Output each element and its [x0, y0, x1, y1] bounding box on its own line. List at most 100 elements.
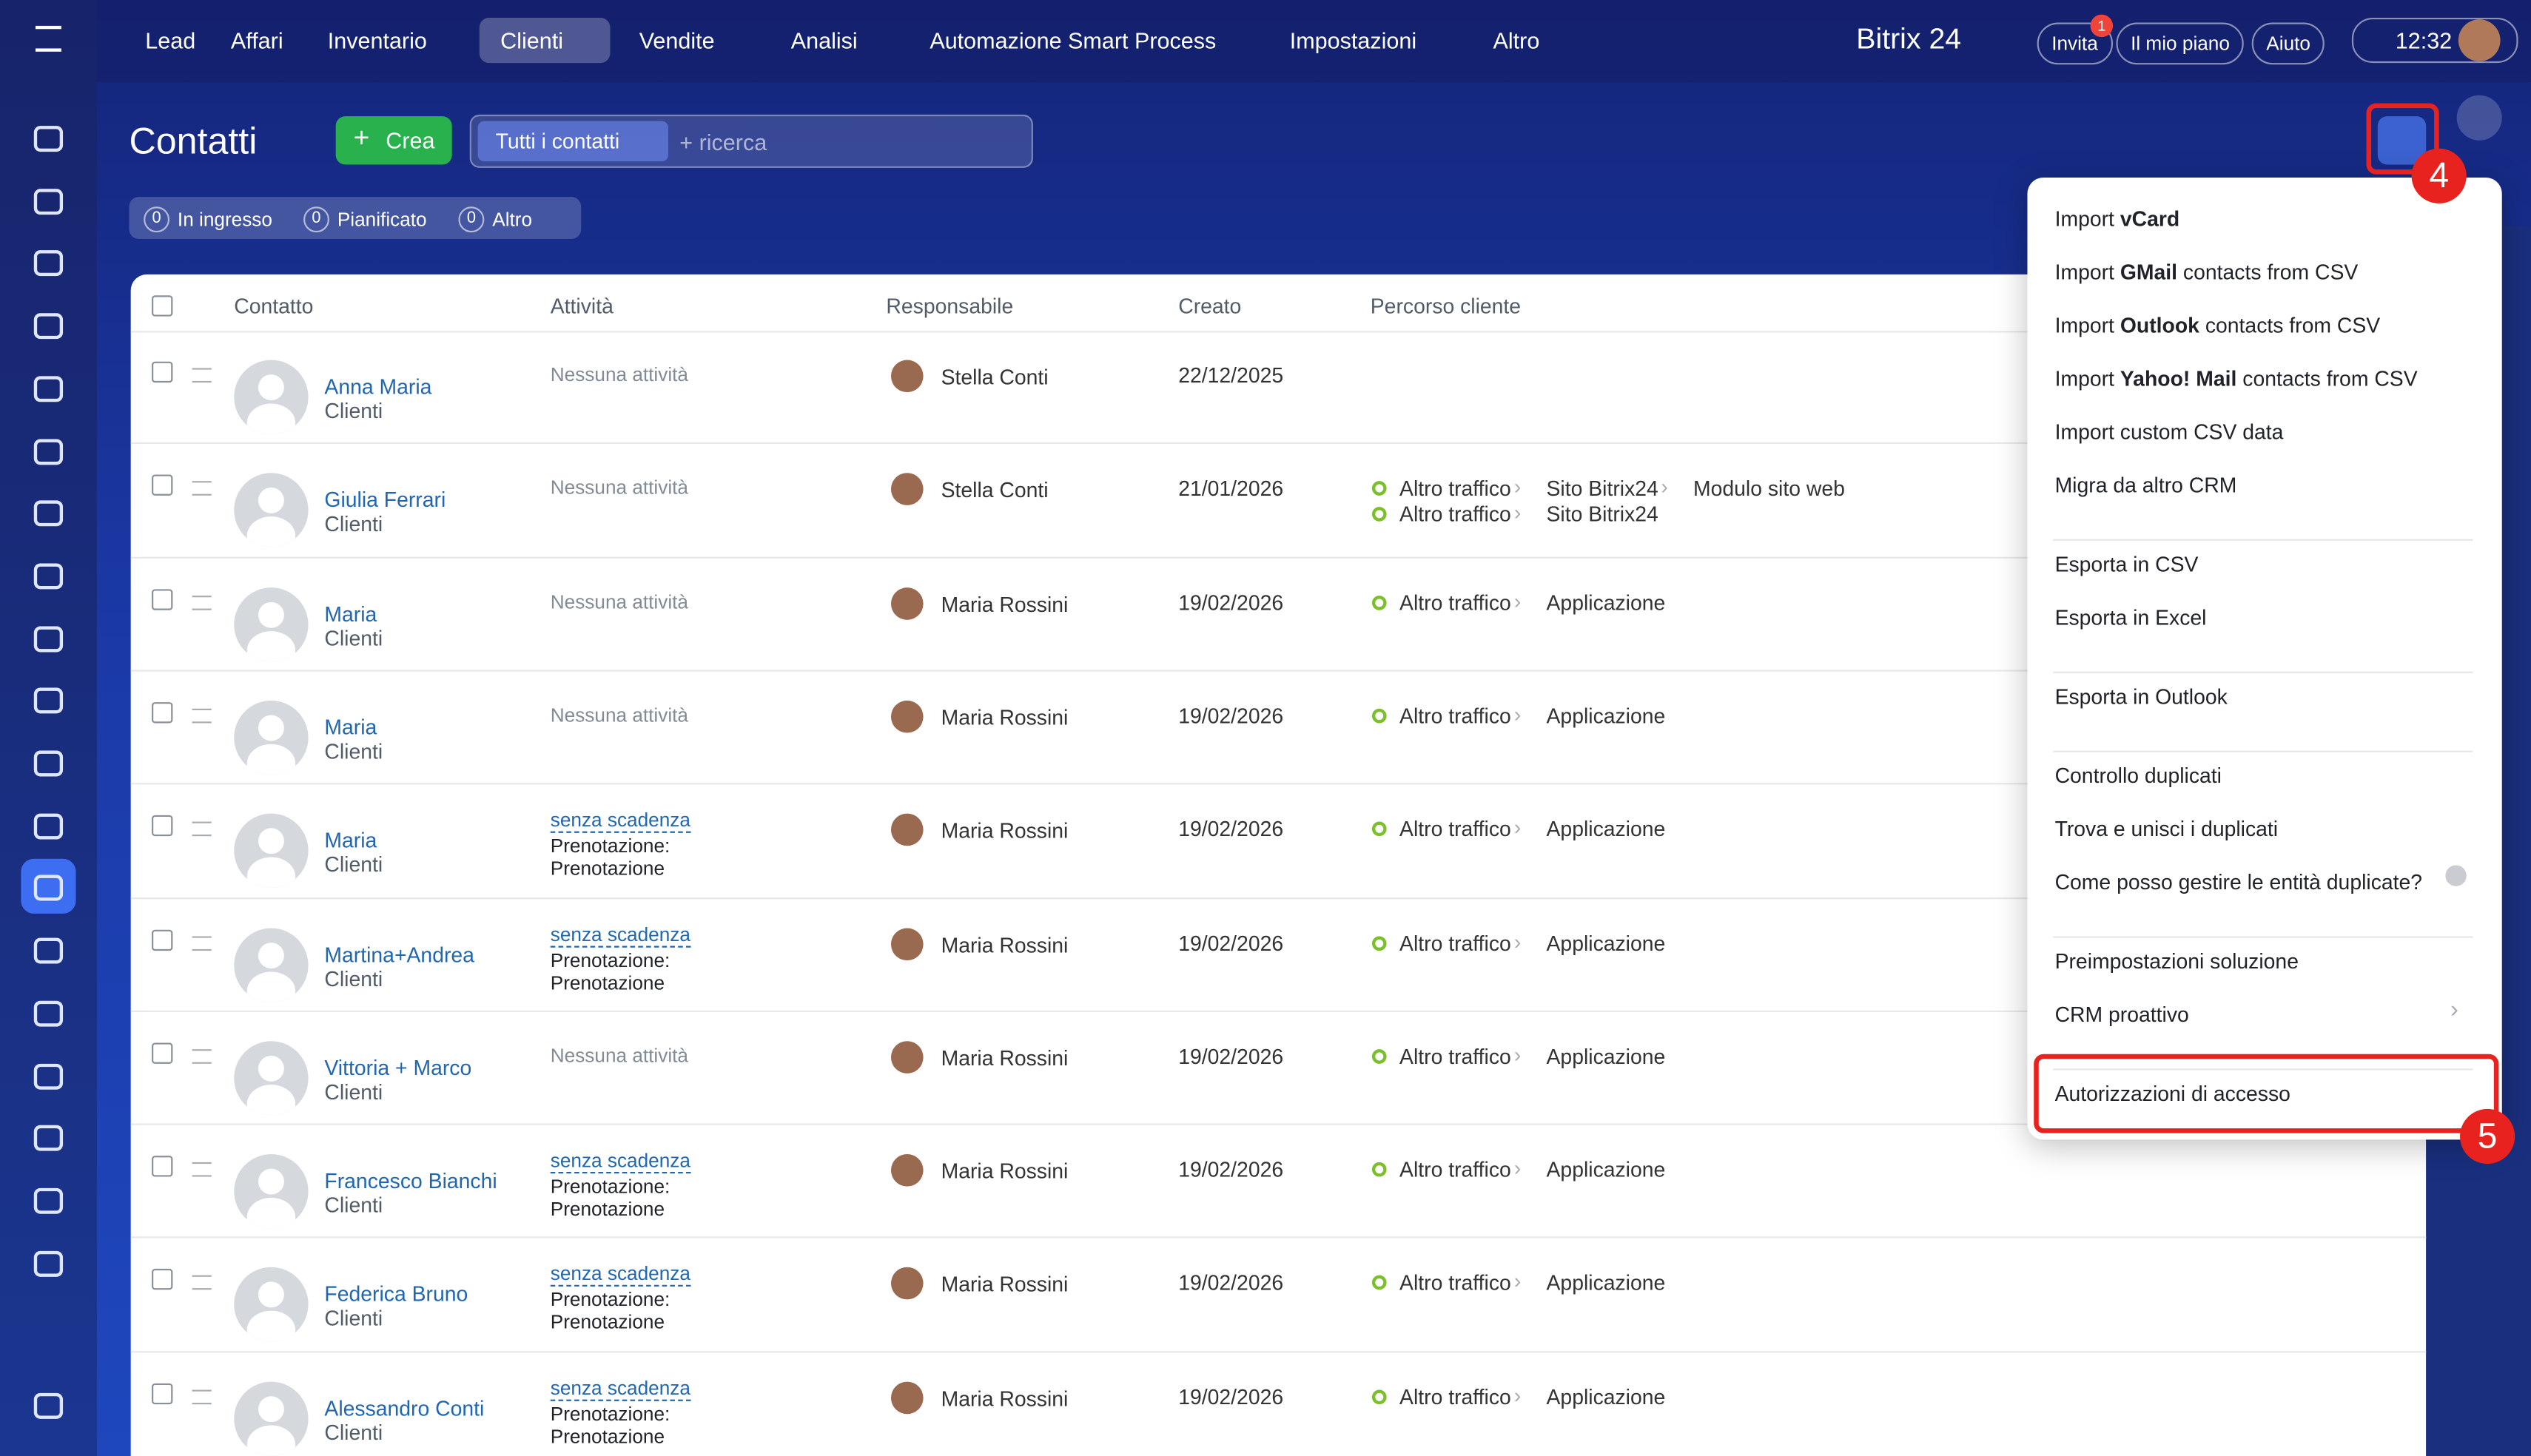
nav-item[interactable]: Analisi [791, 27, 858, 53]
menu-item[interactable]: Import custom CSV data [2055, 419, 2284, 444]
column-header[interactable]: Creato [1178, 294, 1241, 318]
responsible[interactable]: Stella Conti [941, 478, 1049, 502]
header-checkbox[interactable] [152, 295, 172, 316]
row-checkbox[interactable] [152, 1270, 172, 1290]
sidebar-icon[interactable] [34, 563, 63, 589]
responsible-avatar [891, 1381, 924, 1414]
sidebar-icon[interactable] [34, 251, 63, 277]
column-header[interactable]: Attività [551, 294, 614, 318]
sidebar-icon[interactable] [34, 688, 63, 714]
menu-item[interactable]: Import vCard [2055, 206, 2180, 231]
row-checkbox[interactable] [152, 1156, 172, 1176]
path-chevron: › [1514, 501, 1521, 525]
menu-item[interactable]: Import Outlook contacts from CSV [2055, 313, 2381, 337]
contact-name[interactable]: Maria [324, 829, 377, 853]
sidebar-icon[interactable] [34, 1063, 63, 1089]
sidebar-icon[interactable] [34, 938, 63, 964]
contact-name[interactable]: Vittoria + Marco [324, 1055, 471, 1079]
row-checkbox[interactable] [152, 588, 172, 609]
sidebar-icon[interactable] [34, 813, 63, 839]
menu-item[interactable]: Esporta in CSV [2055, 552, 2199, 576]
sidebar-icon[interactable] [34, 875, 63, 901]
responsible[interactable]: Maria Rossini [941, 819, 1069, 843]
activity-link[interactable]: senza scadenza [551, 809, 690, 834]
contact-name[interactable]: Maria [324, 715, 377, 739]
sidebar-icon[interactable] [34, 1250, 63, 1276]
menu-item[interactable]: Esporta in Outlook [2055, 684, 2228, 709]
sidebar-icon[interactable] [34, 313, 63, 339]
menu-item[interactable]: Trova e unisci i duplicati [2055, 817, 2279, 841]
sidebar-icon[interactable] [34, 626, 63, 652]
help[interactable]: Aiuto [2252, 23, 2325, 65]
filter-chip[interactable]: Tutti i contatti [478, 121, 668, 162]
sidebar-icon[interactable] [34, 376, 63, 402]
activity-link[interactable]: senza scadenza [551, 923, 690, 947]
plan[interactable]: Il mio piano [2116, 23, 2244, 65]
column-header[interactable]: Responsabile [886, 294, 1013, 318]
responsible[interactable]: Maria Rossini [941, 592, 1069, 616]
menu-item[interactable]: Controllo duplicati [2055, 764, 2222, 788]
nav-item[interactable]: Vendite [639, 27, 715, 53]
responsible[interactable]: Maria Rossini [941, 1386, 1069, 1411]
column-header[interactable]: Percorso cliente [1371, 294, 1521, 318]
menu-item[interactable]: CRM proattivo [2055, 1002, 2189, 1027]
nav-item[interactable]: Clienti [500, 27, 563, 53]
contact-name[interactable]: Alessandro Conti [324, 1396, 484, 1420]
nav-item[interactable]: Altro [1493, 27, 1540, 53]
responsible[interactable]: Stella Conti [941, 365, 1049, 389]
sidebar-icon[interactable] [34, 1188, 63, 1214]
counter-label[interactable]: Altro [492, 208, 532, 231]
menu-item[interactable]: Import Yahoo! Mail contacts from CSV [2055, 366, 2418, 391]
nav-item[interactable]: Automazione Smart Process [930, 27, 1216, 53]
bell[interactable] [2457, 95, 2502, 141]
menu-item[interactable]: Come posso gestire le entità duplicate? [2055, 870, 2423, 894]
responsible[interactable]: Maria Rossini [941, 932, 1069, 957]
create-label: Crea [386, 127, 434, 153]
nav-item[interactable]: Affari [231, 27, 283, 53]
menu-item[interactable]: Preimpostazioni soluzione [2055, 949, 2299, 974]
column-header[interactable]: Contatto [234, 294, 313, 318]
activity-link[interactable]: senza scadenza [551, 1150, 690, 1174]
row-checkbox[interactable] [152, 475, 172, 496]
responsible[interactable]: Maria Rossini [941, 1273, 1069, 1297]
row-checkbox[interactable] [152, 815, 172, 836]
contact-name[interactable]: Maria [324, 601, 377, 626]
contact-name[interactable]: Martina+Andrea [324, 942, 474, 966]
row-checkbox[interactable] [152, 1383, 172, 1403]
sidebar-icon[interactable] [34, 1125, 63, 1151]
responsible[interactable]: Maria Rossini [941, 705, 1069, 729]
row-checkbox[interactable] [152, 1042, 172, 1063]
menu-icon[interactable] [36, 26, 61, 52]
help-icon[interactable] [2445, 865, 2466, 886]
menu-item[interactable]: Import GMail contacts from CSV [2055, 260, 2359, 284]
contact-name[interactable]: Giulia Ferrari [324, 488, 446, 513]
path-chevron: › [1514, 815, 1521, 840]
row-checkbox[interactable] [152, 362, 172, 382]
row-checkbox[interactable] [152, 702, 172, 723]
contact-name[interactable]: Francesco Bianchi [324, 1169, 497, 1193]
counter-label[interactable]: Pianificato [337, 208, 427, 231]
menu-text: Trova e unisci i duplicati [2055, 817, 2279, 841]
path-step: Altro traffico [1399, 590, 1511, 615]
sidebar-icon[interactable] [34, 1393, 63, 1419]
sidebar-icon[interactable] [34, 189, 63, 215]
nav-item[interactable]: Lead [145, 27, 195, 53]
sidebar-icon[interactable] [34, 751, 63, 777]
sidebar-icon[interactable] [34, 126, 63, 152]
responsible[interactable]: Maria Rossini [941, 1045, 1069, 1070]
contact-name[interactable]: Federica Bruno [324, 1282, 468, 1307]
row-checkbox[interactable] [152, 929, 172, 950]
contact-name[interactable]: Anna Maria [324, 374, 431, 399]
menu-item[interactable]: Esporta in Excel [2055, 605, 2207, 630]
nav-item[interactable]: Inventario [328, 27, 427, 53]
activity-link[interactable]: senza scadenza [551, 1263, 690, 1287]
sidebar-icon[interactable] [34, 438, 63, 464]
counter-label[interactable]: In ingresso [178, 208, 272, 231]
menu-item[interactable]: Migra da altro CRM [2055, 473, 2237, 497]
sidebar-icon[interactable] [34, 1000, 63, 1026]
nav-item[interactable]: Impostazioni [1290, 27, 1416, 53]
sidebar-icon[interactable] [34, 501, 63, 527]
activity-link[interactable]: senza scadenza [551, 1376, 690, 1401]
responsible[interactable]: Maria Rossini [941, 1159, 1069, 1184]
